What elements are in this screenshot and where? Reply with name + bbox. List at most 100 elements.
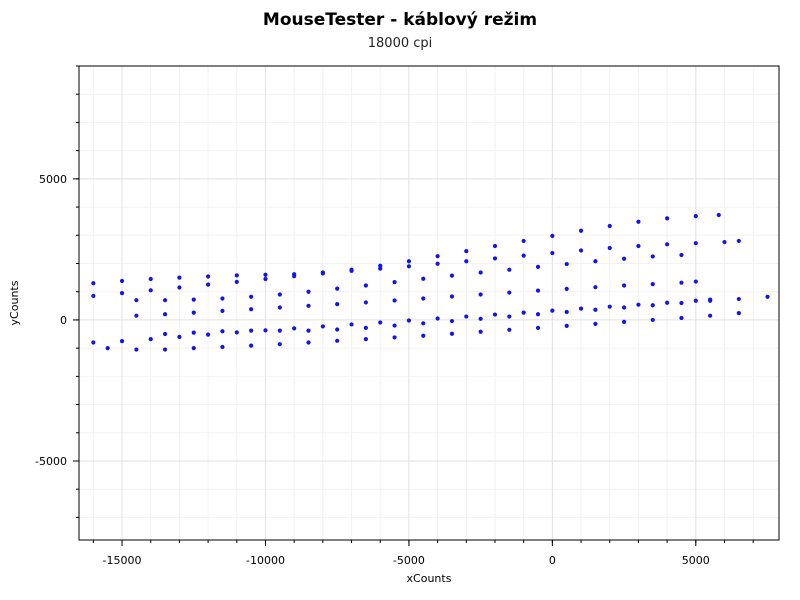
- data-point: [435, 261, 440, 266]
- data-point: [234, 279, 239, 284]
- data-point: [119, 291, 125, 296]
- data-point: [148, 276, 153, 282]
- data-point: [665, 242, 670, 247]
- data-point: [249, 294, 254, 299]
- data-point: [564, 309, 569, 315]
- data-point: [736, 296, 741, 302]
- data-point: [507, 327, 512, 332]
- data-point: [650, 317, 655, 323]
- data-point: [492, 256, 498, 261]
- data-point: [607, 245, 612, 251]
- data-point: [449, 294, 455, 299]
- data-point: [263, 272, 268, 277]
- data-point: [392, 280, 397, 285]
- data-point: [693, 241, 698, 246]
- data-point: [650, 281, 655, 287]
- data-point: [693, 214, 698, 219]
- data-point: [134, 313, 139, 318]
- x-tick-label: -15000: [103, 554, 142, 567]
- data-point: [607, 223, 612, 229]
- data-point: [478, 292, 483, 297]
- data-point: [564, 323, 569, 328]
- data-point: [205, 274, 211, 279]
- data-point: [292, 326, 297, 331]
- data-point: [392, 298, 397, 303]
- data-point: [507, 314, 512, 319]
- data-point: [435, 254, 440, 259]
- y-tick-label: 0: [60, 314, 67, 327]
- data-point: [593, 321, 598, 326]
- x-tick-label: -5000: [393, 554, 425, 567]
- data-point: [679, 280, 684, 285]
- data-point: [349, 268, 354, 273]
- data-point: [607, 304, 612, 309]
- data-point: [119, 338, 125, 344]
- data-point: [464, 314, 469, 319]
- data-point: [277, 328, 282, 333]
- data-point: [234, 330, 239, 335]
- data-point: [320, 271, 325, 276]
- data-point: [148, 288, 153, 293]
- data-point: [621, 305, 627, 310]
- data-point: [464, 248, 469, 254]
- data-point: [277, 342, 282, 347]
- data-point: [277, 305, 282, 310]
- data-point: [406, 259, 412, 264]
- data-point: [550, 308, 555, 313]
- data-point: [349, 322, 354, 327]
- minor-gridlines: [79, 65, 779, 540]
- data-point: [535, 325, 541, 330]
- data-point: [736, 311, 741, 316]
- data-point: [91, 281, 96, 286]
- data-point: [708, 313, 713, 318]
- data-point: [162, 312, 168, 317]
- data-point: [736, 238, 741, 244]
- data-point: [593, 307, 598, 312]
- data-point: [249, 328, 254, 333]
- data-point: [492, 312, 498, 317]
- data-point: [191, 330, 196, 335]
- data-point: [363, 337, 368, 342]
- data-point: [507, 290, 512, 295]
- data-point: [392, 323, 397, 328]
- data-point: [205, 282, 211, 287]
- data-point: [478, 270, 483, 275]
- data-point: [263, 276, 268, 282]
- data-point: [449, 318, 455, 324]
- data-point: [578, 306, 584, 311]
- data-point: [119, 278, 125, 284]
- data-point: [578, 248, 584, 253]
- data-point: [521, 253, 526, 258]
- chart-title: MouseTester - káblový režim: [262, 10, 538, 30]
- data-point: [91, 340, 96, 345]
- data-point: [292, 274, 297, 279]
- data-points: [91, 212, 770, 352]
- data-point: [378, 320, 383, 325]
- data-point: [306, 340, 311, 345]
- data-point: [507, 267, 512, 272]
- axis-ticks: -15000 -10000 -5000 0 5000 -5000 0 5000: [35, 65, 754, 567]
- data-point: [621, 319, 627, 325]
- data-point: [421, 333, 426, 338]
- data-point: [335, 302, 340, 307]
- data-point: [535, 264, 541, 269]
- data-point: [335, 338, 340, 343]
- data-point: [363, 300, 368, 305]
- data-point: [478, 329, 483, 334]
- data-point: [578, 228, 584, 233]
- data-point: [148, 337, 153, 342]
- data-point: [449, 273, 455, 278]
- data-point: [550, 250, 555, 256]
- data-point: [564, 286, 569, 291]
- data-point: [435, 316, 440, 321]
- data-point: [134, 298, 139, 303]
- data-point: [363, 325, 368, 330]
- data-point: [220, 308, 225, 313]
- data-point: [162, 331, 168, 337]
- plot-area-frame: [78, 65, 780, 541]
- data-point: [636, 243, 641, 249]
- data-point: [521, 238, 526, 244]
- data-point: [535, 288, 541, 293]
- data-point: [464, 259, 469, 264]
- x-axis-label: xCounts: [407, 572, 452, 585]
